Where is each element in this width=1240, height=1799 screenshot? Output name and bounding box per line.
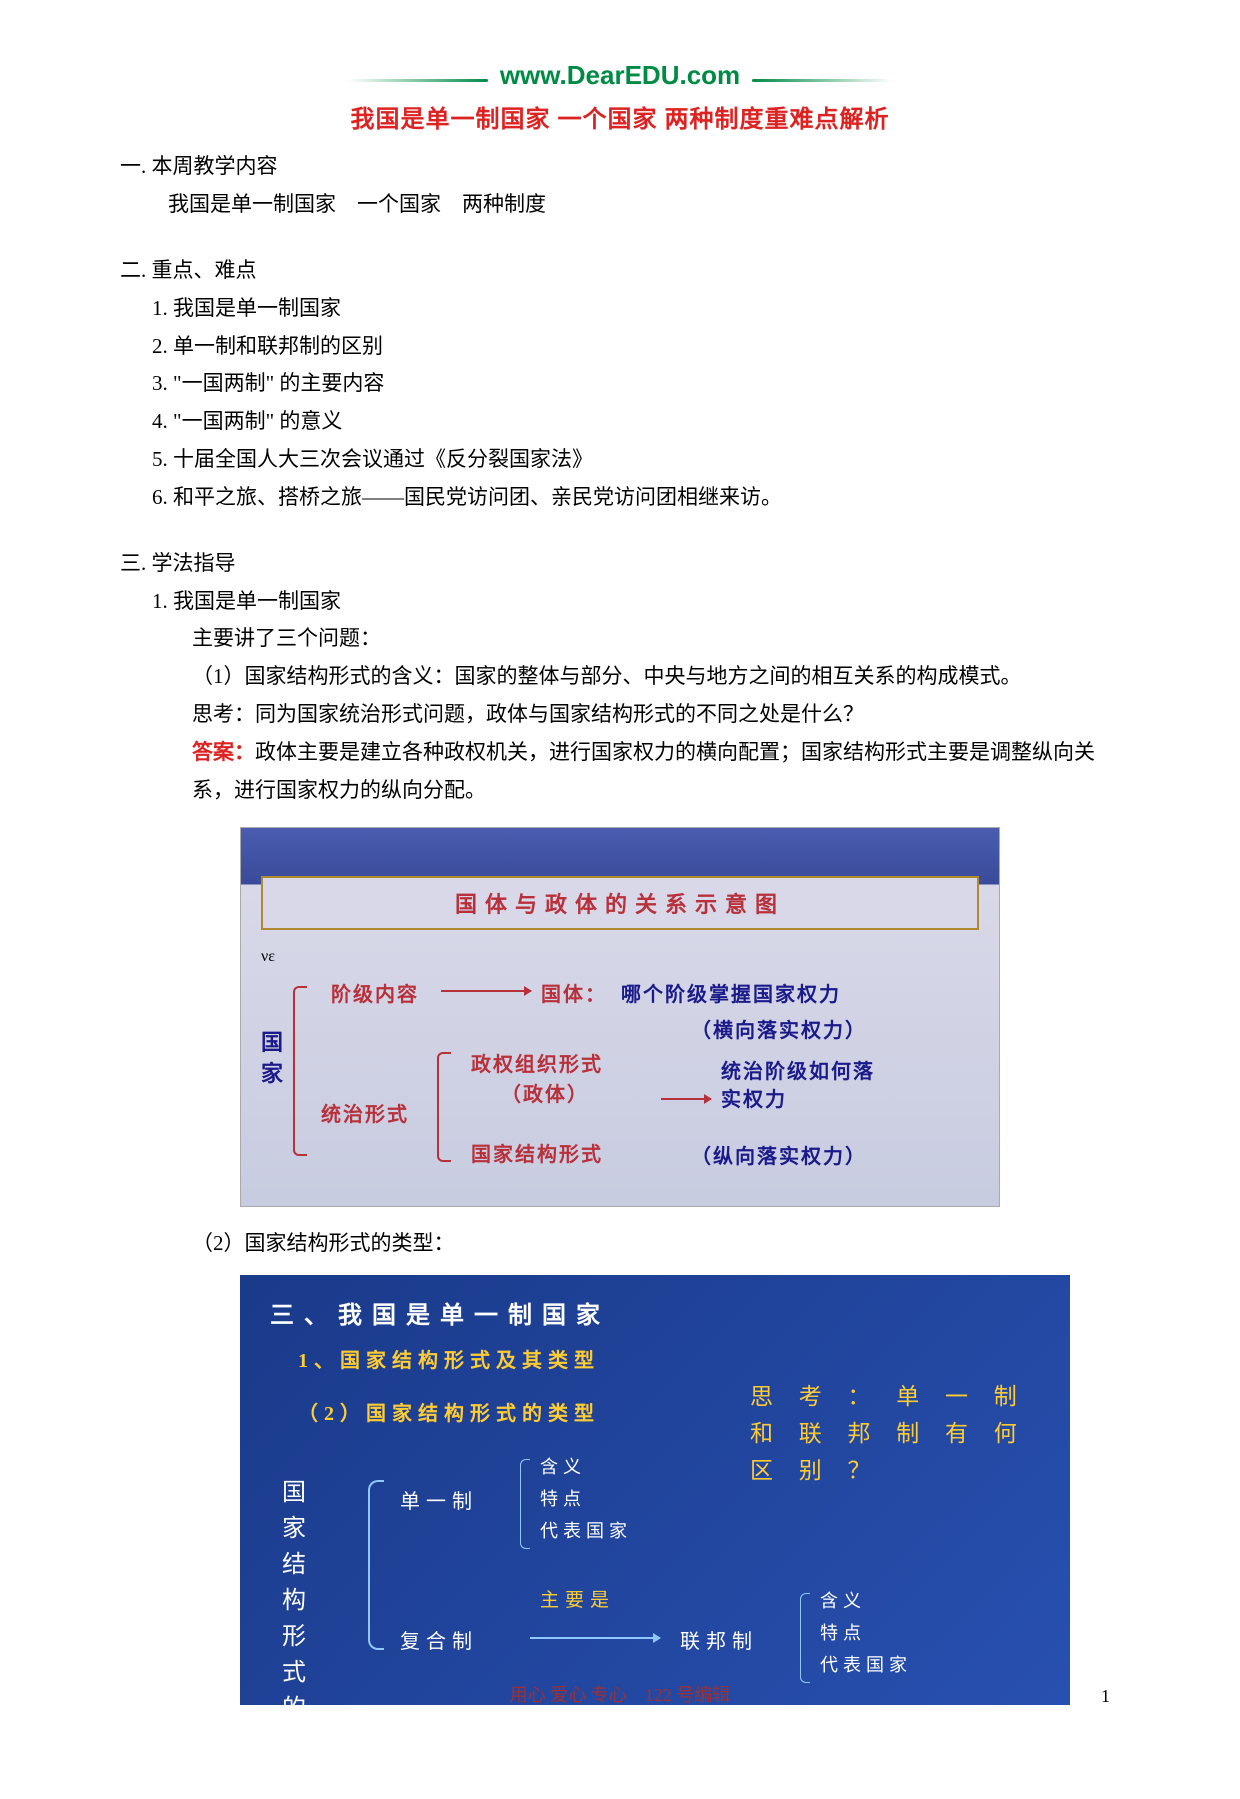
s2-item-5: 5. 十届全国人大三次会议通过《反分裂国家法》 [152,441,1120,479]
d2-fuhe: 复合制 [400,1625,478,1654]
d2-arrow [530,1637,660,1639]
answer-label: 答案： [192,740,255,764]
answer-text: 政体主要是建立各种政权机关，进行国家权力的横向配置；国家结构形式主要是调整纵向关… [192,740,1095,802]
d2-hanyi-1: 含义 [540,1453,586,1479]
logo-area: www.DearEDU.com [120,60,1120,91]
s3-point1: （1）国家结构形式的含义：国家的整体与部分、中央与地方之间的相互关系的构成模式。 [192,658,1120,696]
d2-bracket-lianbang [800,1593,810,1683]
s3-think-q: 思考：同为国家统治形式问题，政体与国家结构形式的不同之处是什么？ [192,696,1120,734]
page-number: 1 [1101,1686,1110,1707]
d1-zhengti: （政体） [501,1078,589,1107]
d2-bracket-danyi [520,1459,530,1549]
d2-sub1: 1、国家结构形式及其类型 [298,1344,1040,1373]
d1-left-label: 国家 [261,1028,283,1090]
d2-tedian-2: 特点 [820,1619,866,1645]
s3-sub1: 1. 我国是单一制国家 [152,583,1120,621]
d2-hanyi-2: 含义 [820,1587,866,1613]
d2-title: 三、我国是单一制国家 [270,1295,1040,1330]
logo-url: www.DearEDU.com [500,60,740,91]
diagram-2: 三、我国是单一制国家 1、国家结构形式及其类型 （2）国家结构形式的类型 思 考… [240,1275,1070,1705]
d1-zhengquan: 政权组织形式 [471,1048,603,1077]
d2-left-label: 国 家结 构形 式的 类型 [282,1475,346,1799]
s2-item-4: 4. "一国两制" 的意义 [152,403,1120,441]
d1-class-content: 阶级内容 [331,978,419,1007]
swoosh-right-icon [752,79,892,82]
d2-daibiao-2: 代表国家 [820,1651,912,1677]
section2-heading: 二. 重点、难点 [120,254,1120,284]
d2-lianbang: 联邦制 [680,1625,758,1654]
d1-bracket-main [293,986,307,1156]
s2-item-6: 6. 和平之旅、搭桥之旅——国民党访问团、亲民党访问团相继来访。 [152,479,1120,517]
d1-note-h: （横向落实权力） [691,1014,867,1043]
s3-sub1-line: 主要讲了三个问题： [192,620,1120,658]
d2-danyi: 单一制 [400,1485,478,1514]
d1-arrow-1 [441,990,531,992]
d1-rule-form: 统治形式 [321,1098,409,1127]
section1-heading: 一. 本周教学内容 [120,150,1120,180]
s3-answer: 答案：政体主要是建立各种政权机关，进行国家权力的横向配置；国家结构形式主要是调整… [192,734,1120,810]
d1-banner: 国体与政体的关系示意图 [261,876,979,930]
d1-body: 国家 阶级内容 国体： νε哪个阶级掌握国家权力 （横向落实权力） 统治形式 政… [261,948,979,1196]
s2-item-2: 2. 单一制和联邦制的区别 [152,328,1120,366]
d1-arrow-2 [661,1098,711,1100]
section3-heading: 三. 学法指导 [120,547,1120,577]
d1-structure: 国家结构形式 [471,1138,603,1167]
section1-line: 我国是单一制国家 一个国家 两种制度 [168,186,1120,224]
s2-item-3: 3. "一国两制" 的主要内容 [152,365,1120,403]
s2-item-1: 1. 我国是单一制国家 [152,290,1120,328]
d2-zhuyao: 主要是 [540,1585,615,1612]
d1-bracket-sub [437,1052,451,1162]
main-title: 我国是单一制国家 一个国家 两种制度重难点解析 [120,99,1120,134]
d1-guoti: 国体： [541,978,607,1007]
d2-bracket-main [368,1480,384,1650]
d2-think: 思 考 ： 单 一 制和 联 邦 制 有 何区 别 ？ [750,1379,1030,1489]
swoosh-left-icon [348,79,488,82]
diagram-1: 国体与政体的关系示意图 国家 阶级内容 国体： νε哪个阶级掌握国家权力 （横向… [240,827,1000,1207]
s3-point2: （2）国家结构形式的类型： [192,1225,1120,1263]
d1-guoti-desc: 哪个阶级掌握国家权力 [621,978,841,1007]
d2-daibiao-1: 代表国家 [540,1517,632,1543]
d1-right-desc: 统治阶级如何落实权力 [721,1058,891,1114]
footer-text: 用心 爱心 专心 122 号编辑 [0,1681,1240,1707]
d1-note-v: （纵向落实权力） [691,1140,867,1169]
d2-tedian-1: 特点 [540,1485,586,1511]
